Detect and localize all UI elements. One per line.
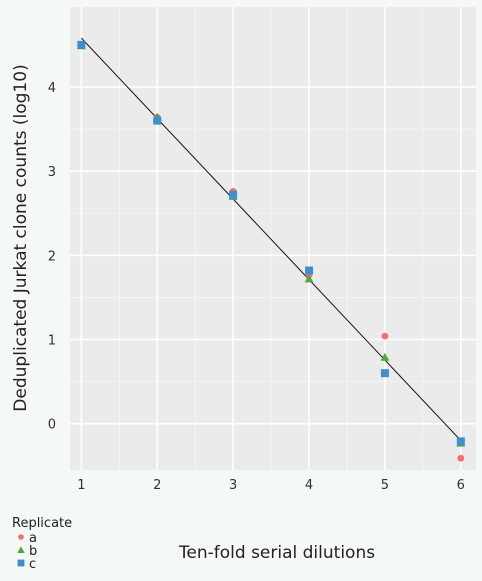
data-point-c (456, 437, 465, 446)
data-point-c (380, 369, 389, 378)
x-tick-label: 3 (229, 478, 237, 493)
fit-line-group (81, 37, 462, 441)
data-point-b (380, 352, 390, 361)
y-tick-label: 2 (48, 249, 56, 264)
x-axis-ticks: 1 2 3 4 5 6 (77, 478, 465, 493)
data-points (76, 40, 466, 462)
y-tick-label: 4 (48, 81, 56, 96)
x-tick-label: 6 (457, 478, 465, 493)
data-point-c (77, 40, 86, 49)
regression-line (81, 37, 462, 441)
data-point-c (153, 116, 162, 125)
legend-title: Replicate (12, 516, 72, 531)
x-tick-label: 1 (77, 478, 85, 493)
legend-label-c: c (29, 557, 36, 572)
plot-panel (70, 7, 476, 470)
y-tick-label: 1 (48, 334, 56, 349)
y-tick-label: 3 (48, 165, 56, 180)
legend-key-c (17, 559, 25, 567)
legend-key-b (17, 546, 25, 553)
legend: Replicate abc (12, 516, 72, 572)
x-axis-label: Ten-fold serial dilutions (178, 543, 375, 563)
data-point-c (229, 190, 238, 199)
y-axis-label: Deduplicated Jurkat clone counts (log10) (11, 64, 31, 411)
y-tick-label: 0 (48, 418, 56, 433)
data-point-a (457, 454, 465, 462)
y-axis-ticks: 0 1 2 3 4 (48, 81, 56, 433)
data-point-a (381, 332, 389, 340)
x-tick-label: 5 (381, 478, 389, 493)
x-tick-label: 4 (305, 478, 313, 493)
data-point-c (305, 266, 314, 275)
x-tick-label: 2 (153, 478, 161, 493)
grid-lines (70, 7, 476, 470)
legend-label-a: a (29, 531, 37, 546)
legend-key-a (18, 534, 24, 540)
data-point-b (304, 274, 314, 283)
legend-label-b: b (29, 544, 37, 559)
